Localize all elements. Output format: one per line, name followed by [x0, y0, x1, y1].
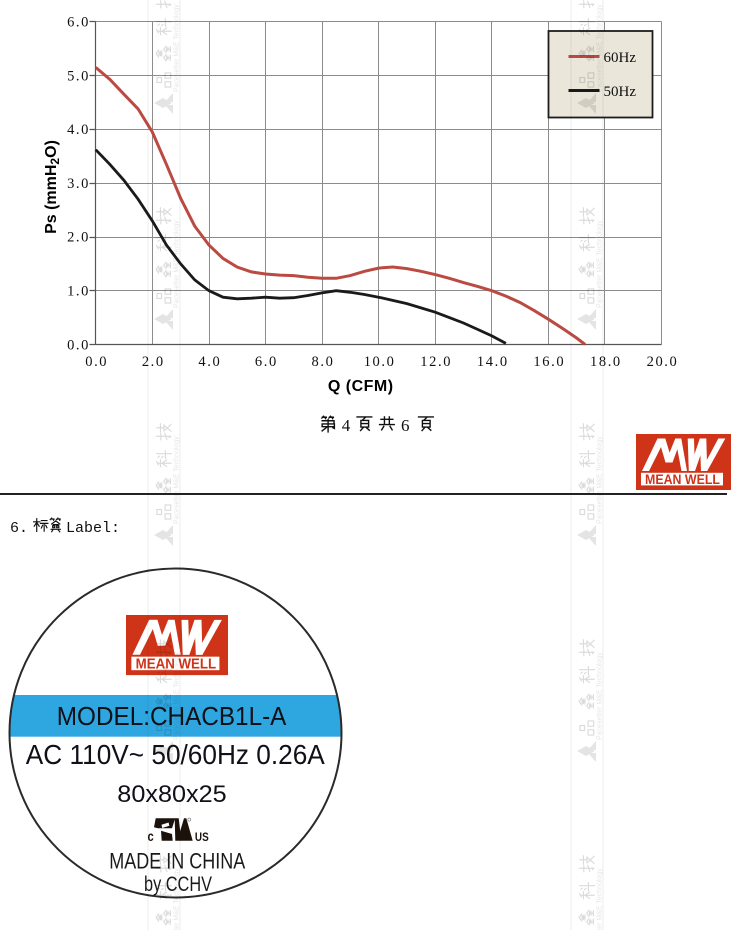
svg-text:MODEL:CHACB1L-A: MODEL:CHACB1L-A — [57, 703, 287, 731]
svg-text:Pacesetter M&E Technology: Pacesetter M&E Technology — [597, 652, 604, 740]
svg-text:Pacesetter M&E Technology: Pacesetter M&E Technology — [597, 868, 604, 930]
svg-text:1.0: 1.0 — [67, 284, 90, 300]
svg-text:10.0: 10.0 — [364, 354, 396, 370]
svg-text:Pacesetter M&E Technology: Pacesetter M&E Technology — [597, 4, 604, 92]
svg-text:8.0: 8.0 — [312, 354, 335, 370]
svg-text:US: US — [195, 830, 209, 844]
svg-text:MADE IN CHINA: MADE IN CHINA — [109, 849, 245, 874]
svg-text:Pacesetter M&E Technology: Pacesetter M&E Technology — [174, 652, 181, 740]
svg-text:Pacesetter M&E Technology: Pacesetter M&E Technology — [174, 868, 181, 930]
svg-text:20.0: 20.0 — [647, 354, 679, 370]
svg-text:60Hz: 60Hz — [604, 50, 637, 66]
svg-text:4.0: 4.0 — [198, 354, 221, 370]
svg-text:16.0: 16.0 — [533, 354, 565, 370]
svg-text:Pacesetter M&E Technology: Pacesetter M&E Technology — [174, 436, 181, 524]
svg-text:Pacesetter M&E Technology: Pacesetter M&E Technology — [597, 220, 604, 308]
svg-text:AC 110V~ 50/60Hz 0.26A: AC 110V~ 50/60Hz 0.26A — [26, 739, 325, 770]
svg-text:4: 4 — [342, 416, 351, 435]
svg-text:14.0: 14.0 — [477, 354, 509, 370]
svg-text:6.0: 6.0 — [255, 354, 278, 370]
svg-text:50Hz: 50Hz — [604, 84, 637, 100]
svg-text:Pacesetter M&E Technology: Pacesetter M&E Technology — [597, 436, 604, 524]
svg-text:80x80x25: 80x80x25 — [117, 781, 226, 808]
svg-text:6: 6 — [401, 416, 410, 435]
svg-text:c: c — [148, 828, 154, 844]
svg-text:12.0: 12.0 — [420, 354, 452, 370]
svg-text:18.0: 18.0 — [590, 354, 622, 370]
svg-text:Ps (mmH2O): Ps (mmH2O) — [43, 140, 62, 234]
svg-text:4.0: 4.0 — [67, 122, 90, 138]
svg-text:2.0: 2.0 — [142, 354, 165, 370]
svg-text:3.0: 3.0 — [67, 176, 90, 192]
svg-text:Pacesetter M&E Technology: Pacesetter M&E Technology — [174, 4, 181, 92]
svg-text:Pacesetter M&E Technology: Pacesetter M&E Technology — [174, 220, 181, 308]
svg-text:0.0: 0.0 — [67, 337, 90, 353]
svg-text:2.0: 2.0 — [67, 230, 90, 246]
svg-text:6.: 6. — [10, 520, 28, 537]
svg-text:0.0: 0.0 — [85, 354, 108, 370]
svg-text:Q (CFM): Q (CFM) — [328, 378, 394, 395]
svg-text:by CCHV: by CCHV — [144, 873, 212, 896]
svg-text:5.0: 5.0 — [67, 68, 90, 84]
svg-text:6.0: 6.0 — [67, 15, 90, 31]
svg-text:Label:: Label: — [66, 520, 120, 537]
